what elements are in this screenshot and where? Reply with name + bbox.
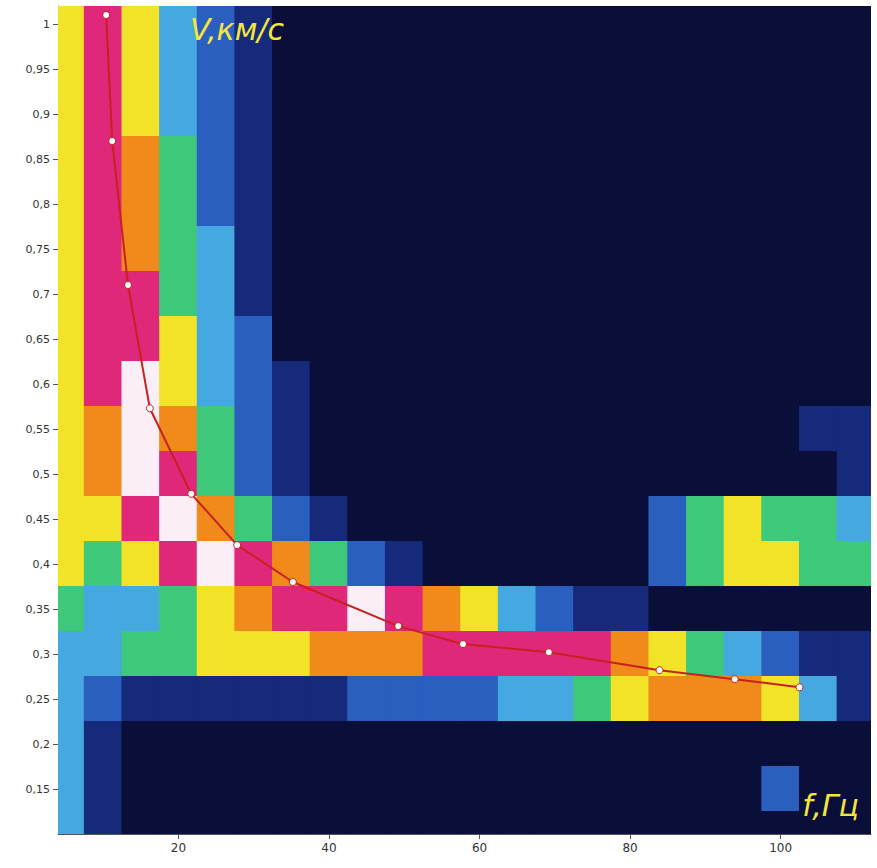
svg-text:0,35: 0,35 (26, 603, 51, 616)
svg-text:0,7: 0,7 (33, 288, 51, 301)
svg-text:0,25: 0,25 (26, 693, 51, 706)
svg-text:0,65: 0,65 (26, 333, 51, 346)
svg-text:0,75: 0,75 (26, 243, 51, 256)
svg-text:0,95: 0,95 (26, 63, 51, 76)
svg-text:0,3: 0,3 (33, 648, 51, 661)
svg-text:0,55: 0,55 (26, 423, 51, 436)
svg-text:0,6: 0,6 (33, 378, 51, 391)
svg-text:0,2: 0,2 (33, 738, 51, 751)
svg-text:100: 100 (769, 841, 792, 855)
svg-text:1: 1 (43, 18, 50, 31)
svg-text:V,км/с: V,км/с (190, 12, 284, 47)
svg-text:0,9: 0,9 (33, 108, 51, 121)
svg-text:60: 60 (472, 841, 487, 855)
svg-text:0,45: 0,45 (26, 513, 51, 526)
svg-text:0,15: 0,15 (26, 783, 51, 796)
svg-text:0,4: 0,4 (33, 558, 51, 571)
svg-text:0,85: 0,85 (26, 153, 51, 166)
svg-text:80: 80 (622, 841, 637, 855)
svg-text:0,5: 0,5 (33, 468, 51, 481)
svg-text:20: 20 (171, 841, 186, 855)
svg-text:40: 40 (321, 841, 336, 855)
svg-text:0,8: 0,8 (33, 198, 51, 211)
svg-text:f,Гц: f,Гц (802, 788, 859, 823)
